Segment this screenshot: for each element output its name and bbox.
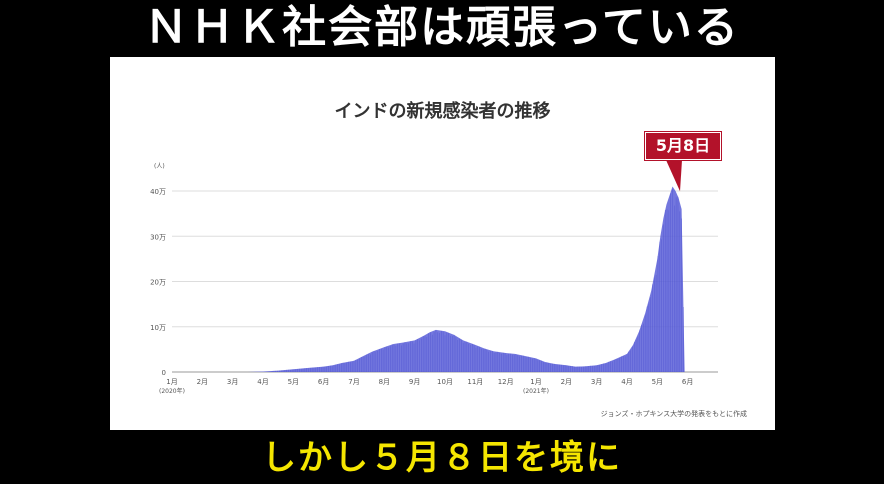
x-year-label: (2021年) <box>523 387 549 395</box>
callout-label: 5月8日 <box>645 132 721 160</box>
x-tick-label: 4月 <box>257 378 268 386</box>
x-tick-label: 5月 <box>652 378 663 386</box>
chart: 0 10万 20万 30万 40万 (人) 1月 2月 3月 4月 5月 6月 7月 8月 9月 10月 11月… <box>150 160 718 395</box>
source-note: ジョンズ・ホプキンス大学の発表をもとに作成 <box>600 410 747 418</box>
x-tick-label: 2月 <box>197 378 208 386</box>
x-tick-label: 7月 <box>348 378 359 386</box>
x-tick-label: 5月 <box>288 378 299 386</box>
top-caption: ＮＨＫ社会部は頑張っている <box>144 2 740 53</box>
y-unit-label: (人) <box>154 163 165 170</box>
x-tick-label: 6月 <box>682 378 693 386</box>
y-tick-label: 10万 <box>150 324 166 332</box>
bottom-caption: しかし５月８日を境に <box>262 438 622 478</box>
x-tick-label: 12月 <box>498 378 514 386</box>
x-tick-label: 8月 <box>379 378 390 386</box>
chart-panel: インドの新規感染者の推移 0 10万 20万 30万 40万 (人) 1月 2月 3月 4月 5月 6… <box>110 57 775 430</box>
x-tick-label: 3月 <box>591 378 602 386</box>
x-tick-label: 10月 <box>437 378 453 386</box>
y-tick-label: 20万 <box>150 279 166 287</box>
x-tick-label: 4月 <box>621 378 632 386</box>
x-tick-label: 1月 <box>530 378 541 386</box>
y-tick-label: 30万 <box>150 233 166 241</box>
x-tick-label: 6月 <box>318 378 329 386</box>
x-tick-label: 11月 <box>467 378 483 386</box>
chart-title: インドの新規感染者の推移 <box>334 101 551 122</box>
y-tick-label: 40万 <box>150 188 166 196</box>
callout-pointer <box>666 160 682 192</box>
x-tick-label: 3月 <box>227 378 238 386</box>
y-tick-label: 0 <box>162 369 166 377</box>
x-tick-label: 1月 <box>166 378 177 386</box>
x-tick-label: 2月 <box>561 378 572 386</box>
x-tick-label: 9月 <box>409 378 420 386</box>
series-area <box>172 186 685 372</box>
x-year-label: (2020年) <box>159 387 185 395</box>
